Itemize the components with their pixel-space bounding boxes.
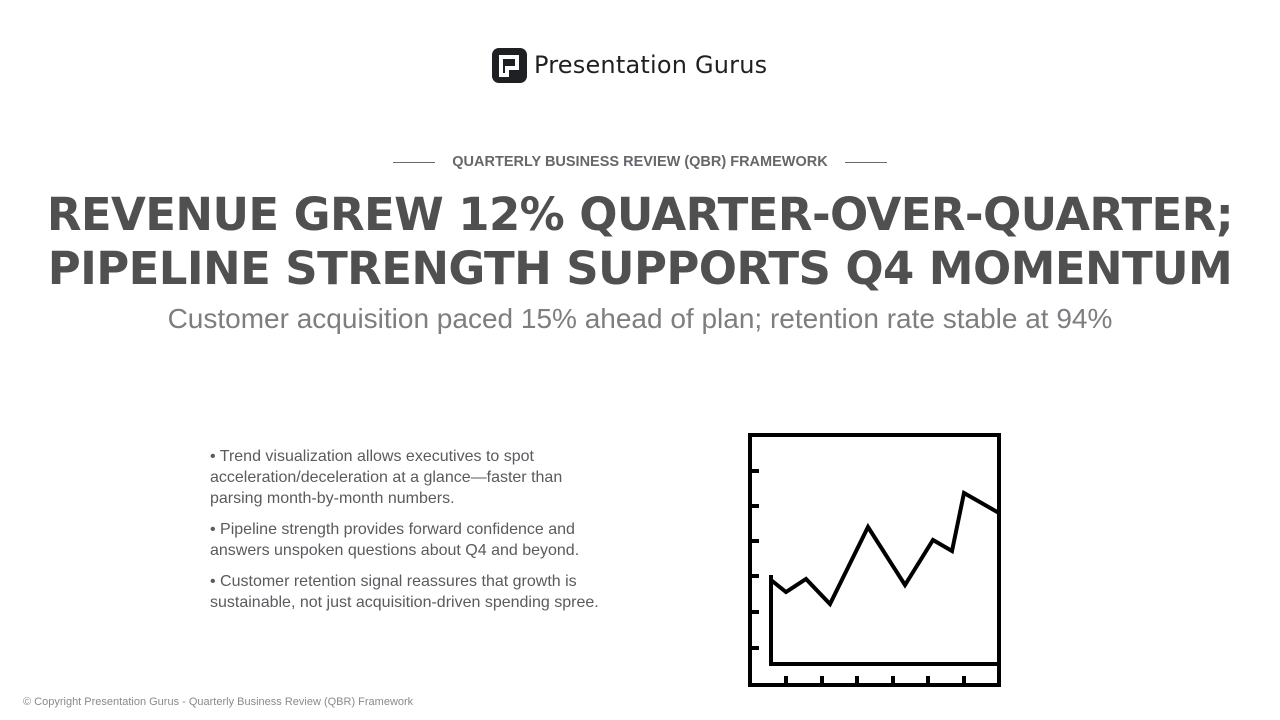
presentation-gurus-logo-icon bbox=[492, 47, 527, 83]
slide-headline: REVENUE GREW 12% QUARTER-OVER-QUARTER; P… bbox=[40, 188, 1240, 296]
bullet-item: • Trend visualization allows executives … bbox=[210, 448, 563, 507]
bullet-item: • Pipeline strength provides forward con… bbox=[210, 521, 580, 559]
line-chart-icon bbox=[748, 433, 1001, 687]
brand-name: Presentation Gurus bbox=[534, 51, 768, 79]
headline-line-2: PIPELINE STRENGTH SUPPORTS Q4 MOMENTUM bbox=[47, 242, 1233, 295]
slide-subtitle: Customer acquisition paced 15% ahead of … bbox=[167, 303, 1113, 334]
bullet-item: • Customer retention signal reassures th… bbox=[210, 573, 599, 611]
eyebrow-divider-right bbox=[844, 161, 887, 163]
bullet-list: • Trend visualization allows executives … bbox=[210, 446, 605, 623]
eyebrow-divider-left bbox=[393, 161, 436, 163]
eyebrow-text: QUARTERLY BUSINESS REVIEW (QBR) FRAMEWOR… bbox=[452, 154, 828, 170]
eyebrow: QUARTERLY BUSINESS REVIEW (QBR) FRAMEWOR… bbox=[0, 153, 1280, 171]
footer-copyright: © Copyright Presentation Gurus - Quarter… bbox=[23, 696, 414, 708]
brand-logo: Presentation Gurus bbox=[492, 47, 767, 83]
headline-line-1: REVENUE GREW 12% QUARTER-OVER-QUARTER; bbox=[46, 188, 1234, 241]
